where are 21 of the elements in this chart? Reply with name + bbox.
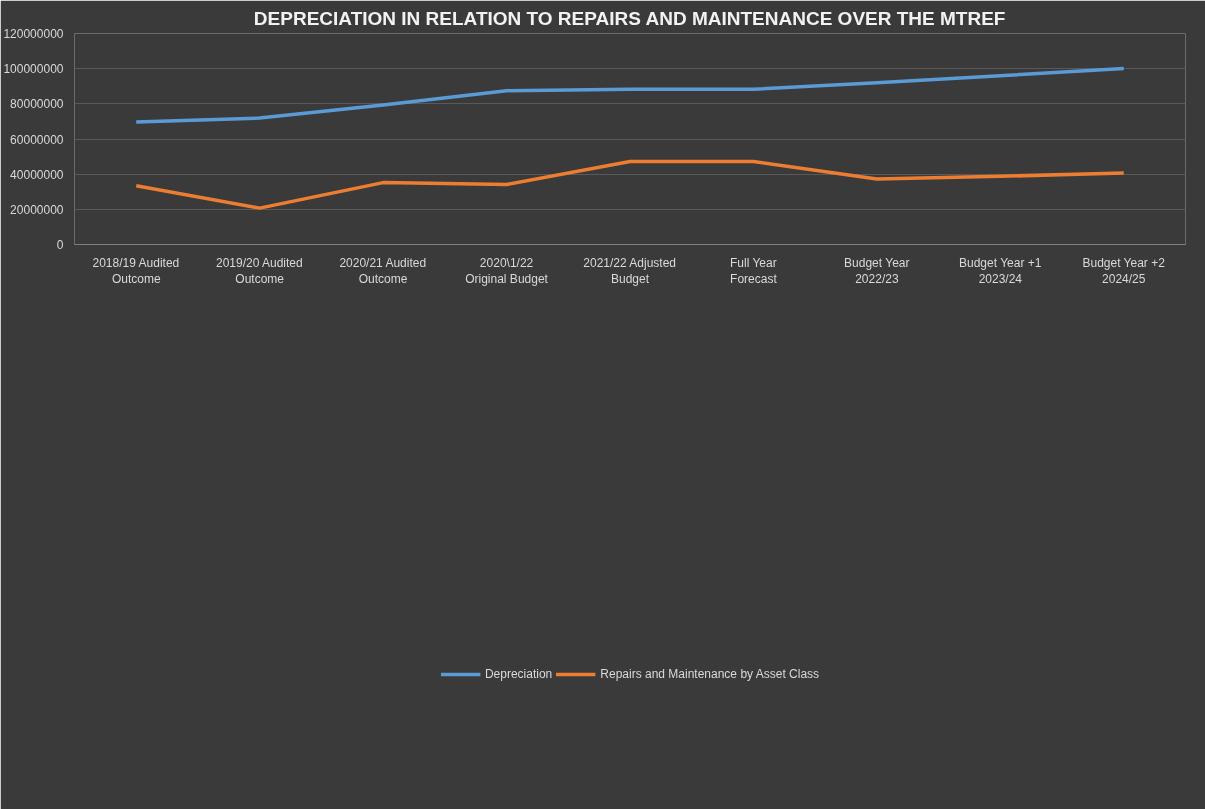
line-series bbox=[134, 159, 1126, 210]
x-tick-label: 2020/21 Audited Outcome bbox=[339, 255, 427, 287]
y-tick-label: 100000000 bbox=[3, 62, 64, 77]
x-tick-label: 2018/19 Audited Outcome bbox=[92, 255, 180, 287]
legend-label: Repairs and Maintenance by Asset Class bbox=[600, 667, 820, 681]
legend-label: Depreciation bbox=[484, 667, 553, 681]
y-tick-label: 20000000 bbox=[10, 202, 64, 217]
x-tick-label: Full Year Forecast bbox=[729, 255, 778, 287]
x-tick-label: 2019/20 Audited Outcome bbox=[215, 255, 303, 287]
chart-title: DEPRECIATION IN RELATION TO REPAIRS AND MAINTENANCE OVER THE MTREF bbox=[253, 7, 1006, 29]
y-tick-label: 60000000 bbox=[10, 132, 64, 147]
x-tick-label: 2020\1/22 Original Budget bbox=[465, 255, 549, 287]
x-tick-label: Budget Year +1 2023/24 bbox=[959, 255, 1042, 287]
y-tick-label: 80000000 bbox=[10, 97, 64, 112]
x-tick-label: Budget Year 2022/23 bbox=[844, 255, 910, 287]
y-tick-label: 40000000 bbox=[10, 167, 64, 182]
x-tick-label: Budget Year +2 2024/25 bbox=[1082, 255, 1166, 287]
y-tick-label: 0 bbox=[56, 238, 64, 252]
x-tick-label: 2021/22 Adjusted Budget bbox=[583, 255, 677, 287]
y-tick-label: 120000000 bbox=[3, 27, 64, 41]
line-series bbox=[134, 66, 1126, 124]
